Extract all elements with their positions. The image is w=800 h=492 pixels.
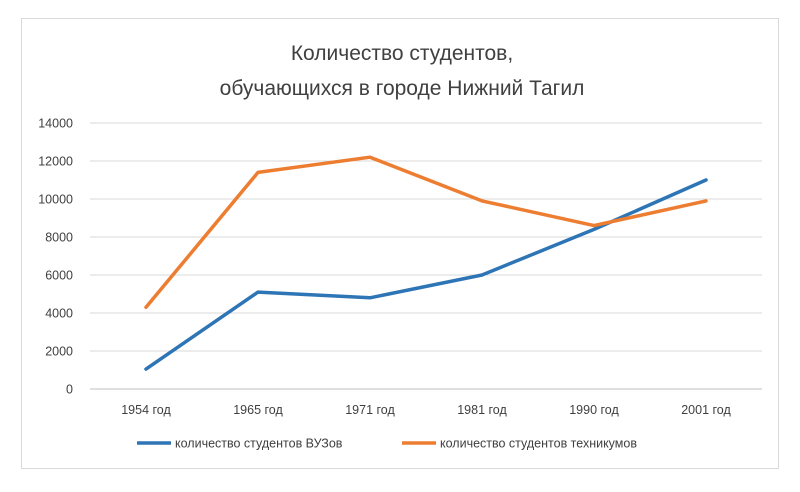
x-axis-tick-labels: 1954 год 1965 год 1971 год 1981 год 1990 год… (121, 403, 731, 417)
y-tick-label: 8000 (45, 231, 73, 245)
series-lines (144, 155, 708, 371)
chart-title-line-1: Количество студентов, (291, 42, 513, 65)
legend-label: количество студентов ВУЗов (175, 437, 343, 451)
gridlines (90, 122, 762, 390)
series-line-2 (144, 155, 708, 310)
y-tick-label: 12000 (38, 155, 73, 169)
x-tick-label: 1954 год (121, 403, 171, 417)
chart-frame (21, 18, 779, 469)
y-tick-label: 4000 (45, 307, 73, 321)
y-tick-label: 0 (66, 383, 73, 397)
y-tick-label: 2000 (45, 345, 73, 359)
x-tick-label: 2001 год (681, 403, 731, 417)
chart-title-line-2: обучающихся в городе Нижний Тагил (220, 77, 585, 100)
y-tick-label: 10000 (38, 193, 73, 207)
y-tick-label: 6000 (45, 269, 73, 283)
legend: количество студентов ВУЗов количество сту… (137, 437, 637, 451)
y-axis-tick-labels: 0 2000 4000 6000 8000 10000 12000 14000 (38, 117, 73, 397)
x-tick-label: 1965 год (233, 403, 283, 417)
x-tick-label: 1971 год (345, 403, 395, 417)
x-tick-label: 1990 год (569, 403, 619, 417)
x-tick-label: 1981 год (457, 403, 507, 417)
y-tick-label: 14000 (38, 117, 73, 131)
legend-label: количество студентов техникумов (440, 437, 637, 451)
